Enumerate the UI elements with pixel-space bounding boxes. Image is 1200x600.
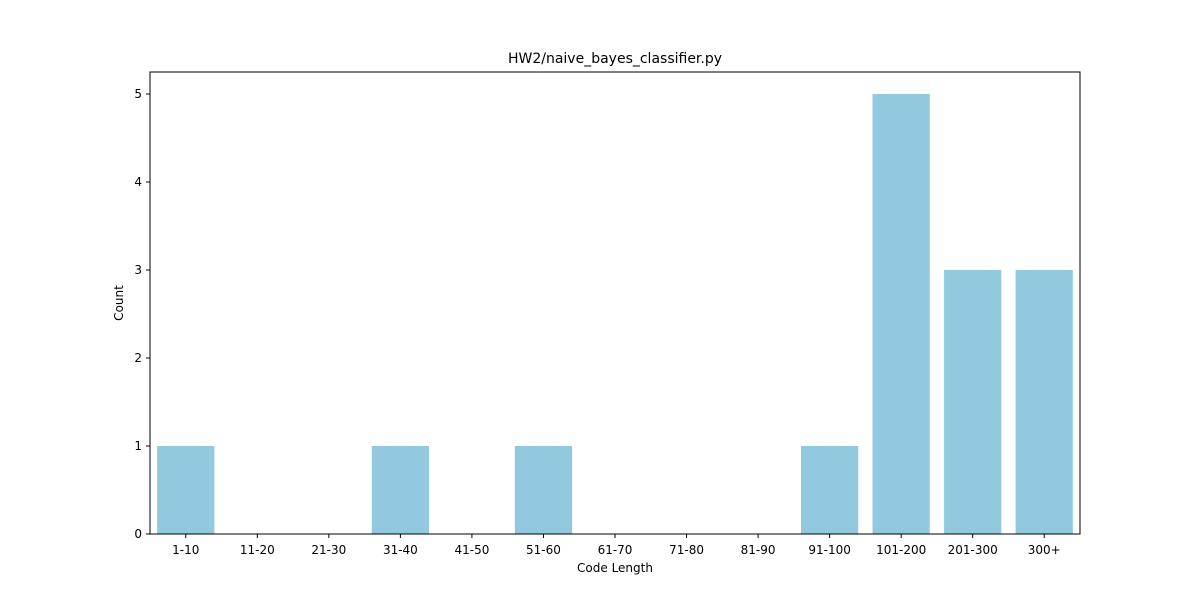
- x-tick-label: 81-90: [741, 543, 776, 557]
- x-tick-label: 21-30: [311, 543, 346, 557]
- x-tick-label: 1-10: [172, 543, 199, 557]
- x-tick-label: 201-300: [948, 543, 998, 557]
- x-tick-label: 61-70: [598, 543, 633, 557]
- x-axis: 1-10 11-20 21-30 31-40 41-50 51-60 61-70 71-80 8…: [172, 534, 1061, 557]
- x-tick-label: 91-100: [808, 543, 851, 557]
- y-tick-label: 4: [134, 175, 142, 189]
- y-axis: 0 1 2 3 4 5: [134, 87, 150, 541]
- x-tick-label: 41-50: [454, 543, 489, 557]
- bar-300+: [1015, 270, 1073, 534]
- x-axis-label: Code Length: [577, 561, 653, 575]
- y-tick-label: 3: [134, 263, 142, 277]
- y-tick-label: 1: [134, 439, 142, 453]
- x-tick-label: 300+: [1028, 543, 1061, 557]
- x-tick-label: 11-20: [240, 543, 275, 557]
- x-tick-label: 51-60: [526, 543, 561, 557]
- bars-group: [157, 94, 1073, 534]
- bar-201-300: [944, 270, 1002, 534]
- bar-31-40: [371, 446, 429, 534]
- bar-51-60: [514, 446, 573, 534]
- bar-91-100: [801, 446, 859, 534]
- y-tick-label: 5: [134, 87, 142, 101]
- chart-title: HW2/naive_bayes_classifier.py: [508, 51, 722, 67]
- y-tick-label: 2: [134, 351, 142, 365]
- x-tick-label: 31-40: [383, 543, 418, 557]
- bar-1-10: [157, 446, 215, 534]
- y-axis-label: Count: [112, 285, 126, 321]
- y-tick-label: 0: [134, 527, 142, 541]
- bar-101-200: [872, 94, 930, 534]
- x-tick-label: 101-200: [876, 543, 926, 557]
- x-tick-label: 71-80: [669, 543, 704, 557]
